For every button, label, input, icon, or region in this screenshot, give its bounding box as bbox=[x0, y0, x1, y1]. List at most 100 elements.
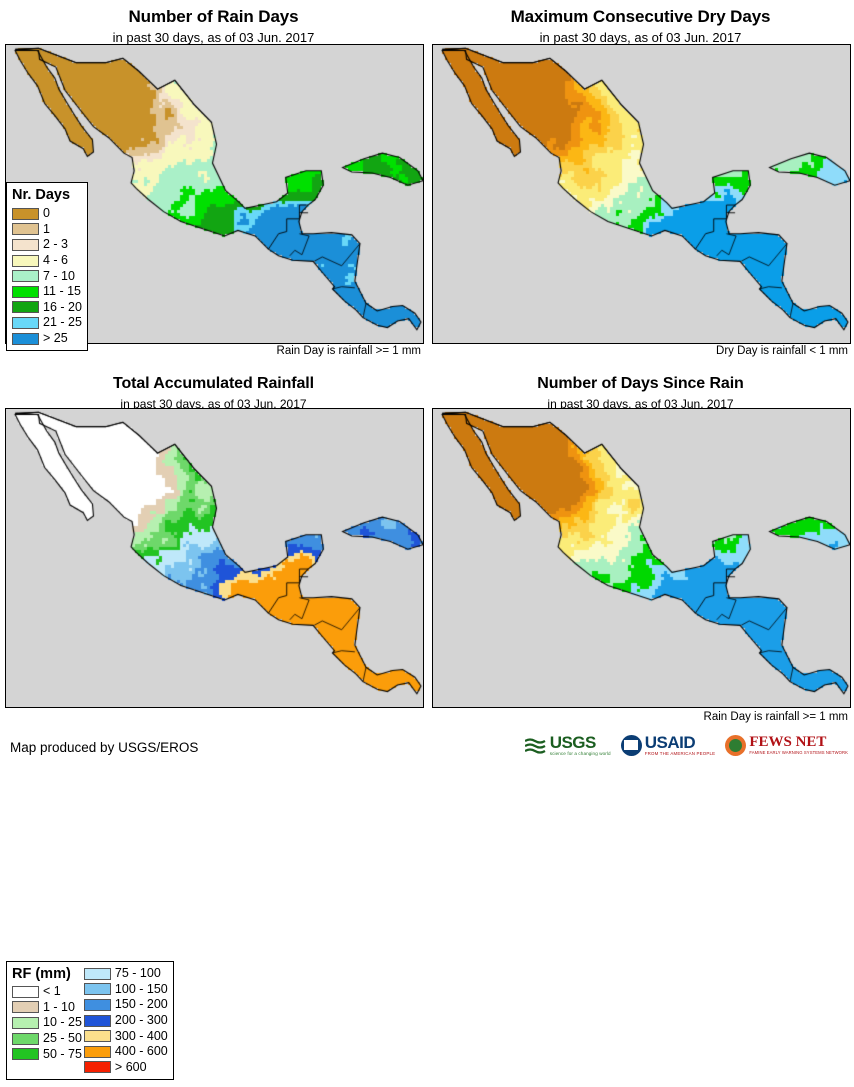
panel-max-consecutive-dry-days: Maximum Consecutive Dry Days in past 30 … bbox=[427, 0, 854, 365]
usaid-seal-icon bbox=[620, 734, 642, 756]
legend-label: 100 - 150 bbox=[114, 981, 168, 996]
legend-item: 11 - 15 bbox=[12, 284, 82, 300]
legend-label: 200 - 300 bbox=[114, 1013, 168, 1028]
legend-swatch bbox=[12, 223, 39, 236]
legend-label: 1 bbox=[43, 221, 50, 236]
panel-subtitle: in past 30 days, as of 03 Jun. 2017 bbox=[547, 397, 734, 411]
map-canvas bbox=[433, 45, 850, 343]
map-credit: Map produced by USGS/EROS bbox=[10, 740, 199, 755]
footer: Map produced by USGS/EROS USGS science f… bbox=[0, 730, 854, 768]
legend-item: 4 - 6 bbox=[12, 253, 82, 269]
legend-label: 50 - 75 bbox=[43, 1046, 82, 1061]
legend-swatch bbox=[12, 301, 39, 314]
legend-item: 10 - 25 bbox=[12, 1015, 82, 1031]
legend-label: 7 - 10 bbox=[43, 268, 75, 283]
map-days-since-rain[interactable] bbox=[432, 408, 851, 708]
legend-item: 1 - 10 bbox=[12, 1000, 82, 1016]
panel-footnote: Dry Day is rainfall < 1 mm bbox=[716, 345, 848, 357]
legend-item: > 600 bbox=[83, 1059, 168, 1076]
usgs-wordmark: USGS bbox=[549, 733, 597, 752]
map-max-consecutive-dry-days[interactable] bbox=[432, 44, 851, 344]
legend-label: 4 - 6 bbox=[43, 253, 69, 268]
legend-item: 16 - 20 bbox=[12, 300, 82, 316]
panel-footnote: Rain Day is rainfall >= 1 mm bbox=[703, 711, 848, 723]
legend-item: 21 - 25 bbox=[12, 315, 82, 331]
fewsnet-globe-icon bbox=[725, 734, 747, 756]
legend-swatch bbox=[12, 254, 39, 267]
legend-swatch bbox=[83, 1061, 111, 1074]
panel-subtitle: in past 30 days, as of 03 Jun. 2017 bbox=[539, 30, 742, 45]
map-canvas bbox=[6, 409, 423, 707]
legend-item: 400 - 600 bbox=[83, 1044, 168, 1060]
legend-swatch bbox=[12, 285, 39, 298]
legend-label: 75 - 100 bbox=[114, 966, 161, 981]
map-canvas bbox=[433, 409, 850, 707]
legend-label: 2 - 3 bbox=[43, 237, 69, 252]
panel-subtitle: in past 30 days, as of 03 Jun. 2017 bbox=[120, 397, 307, 411]
fewsnet-tagline: FAMINE EARLY WARNING SYSTEMS NETWORK bbox=[749, 750, 848, 756]
legend-item: 75 - 100 bbox=[83, 966, 168, 982]
map-total-accumulated-rainfall[interactable] bbox=[5, 408, 424, 708]
legend-swatch bbox=[12, 985, 39, 998]
legend-label: 11 - 15 bbox=[43, 284, 81, 299]
usaid-seal-inner bbox=[624, 740, 639, 751]
panel-title: Number of Rain Days bbox=[128, 7, 299, 26]
usgs-logo[interactable]: USGS science for a changing world bbox=[524, 733, 611, 757]
legend-swatch bbox=[12, 1001, 39, 1014]
legend-item: 50 - 75 bbox=[12, 1046, 82, 1062]
legend-swatch bbox=[83, 1014, 111, 1027]
usaid-tagline: FROM THE AMERICAN PEOPLE bbox=[644, 751, 716, 757]
legend-swatch bbox=[12, 1048, 39, 1061]
panel-title: Maximum Consecutive Dry Days bbox=[510, 7, 771, 26]
usgs-wave-icon bbox=[524, 736, 547, 757]
legend-label: 0 bbox=[43, 206, 50, 221]
legend-swatch bbox=[83, 1030, 111, 1043]
legend-item: 1 bbox=[12, 222, 82, 238]
legend-swatch bbox=[83, 967, 111, 980]
fewsnet-wordmark: FEWS NET bbox=[749, 734, 827, 751]
legend-label: 150 - 200 bbox=[114, 997, 168, 1012]
panel-days-since-rain: Number of Days Since Rain in past 30 day… bbox=[427, 365, 854, 730]
footer-logos: USGS science for a changing world USAID … bbox=[524, 733, 848, 757]
legend-column-right: 75 - 100 100 - 150 150 - 200 200 - 300 300 -… bbox=[83, 966, 168, 1076]
legend-label: 10 - 25 bbox=[43, 1015, 82, 1030]
legend-swatch bbox=[12, 316, 39, 329]
legend-swatch bbox=[12, 1032, 39, 1045]
fewsnet-logo[interactable]: FEWS NET FAMINE EARLY WARNING SYSTEMS NE… bbox=[725, 735, 848, 756]
legend-title: RF (mm) bbox=[12, 966, 71, 982]
legend-title: Nr. Days bbox=[12, 187, 71, 203]
legend-label: > 600 bbox=[114, 1059, 147, 1074]
legend-item: 100 - 150 bbox=[83, 981, 168, 998]
legend-item: 7 - 10 bbox=[12, 268, 82, 284]
legend-item: 2 - 3 bbox=[12, 237, 82, 253]
legend-swatch bbox=[83, 1045, 111, 1058]
legend-swatch bbox=[12, 270, 39, 283]
fewsnet-globe-inner bbox=[729, 738, 743, 752]
legend-item: 25 - 50 bbox=[12, 1031, 82, 1047]
legend-label: 25 - 50 bbox=[43, 1031, 82, 1046]
panel-title: Total Accumulated Rainfall bbox=[113, 375, 314, 392]
usaid-logo[interactable]: USAID FROM THE AMERICAN PEOPLE bbox=[620, 734, 716, 757]
panel-total-accumulated-rainfall: Total Accumulated Rainfall in past 30 da… bbox=[0, 365, 427, 1081]
legend-swatch bbox=[12, 332, 39, 345]
legend-label: 16 - 20 bbox=[43, 299, 82, 314]
legend-item: > 25 bbox=[12, 331, 82, 347]
legend-item: 150 - 200 bbox=[83, 997, 168, 1013]
legend-label: > 25 bbox=[43, 331, 68, 346]
legend-label: 300 - 400 bbox=[114, 1028, 168, 1043]
panel-rain-days: Number of Rain Days in past 30 days, as … bbox=[0, 0, 427, 365]
legend-item: 200 - 300 bbox=[83, 1013, 168, 1029]
legend-item: < 1 bbox=[12, 984, 82, 1000]
legend-label: 400 - 600 bbox=[114, 1044, 168, 1059]
panel-footnote: Rain Day is rainfall >= 1 mm bbox=[276, 345, 421, 357]
panel-title: Number of Days Since Rain bbox=[537, 375, 744, 392]
legend-swatch bbox=[12, 207, 39, 220]
legend-swatch bbox=[12, 1016, 39, 1029]
legend-label: < 1 bbox=[43, 984, 61, 999]
